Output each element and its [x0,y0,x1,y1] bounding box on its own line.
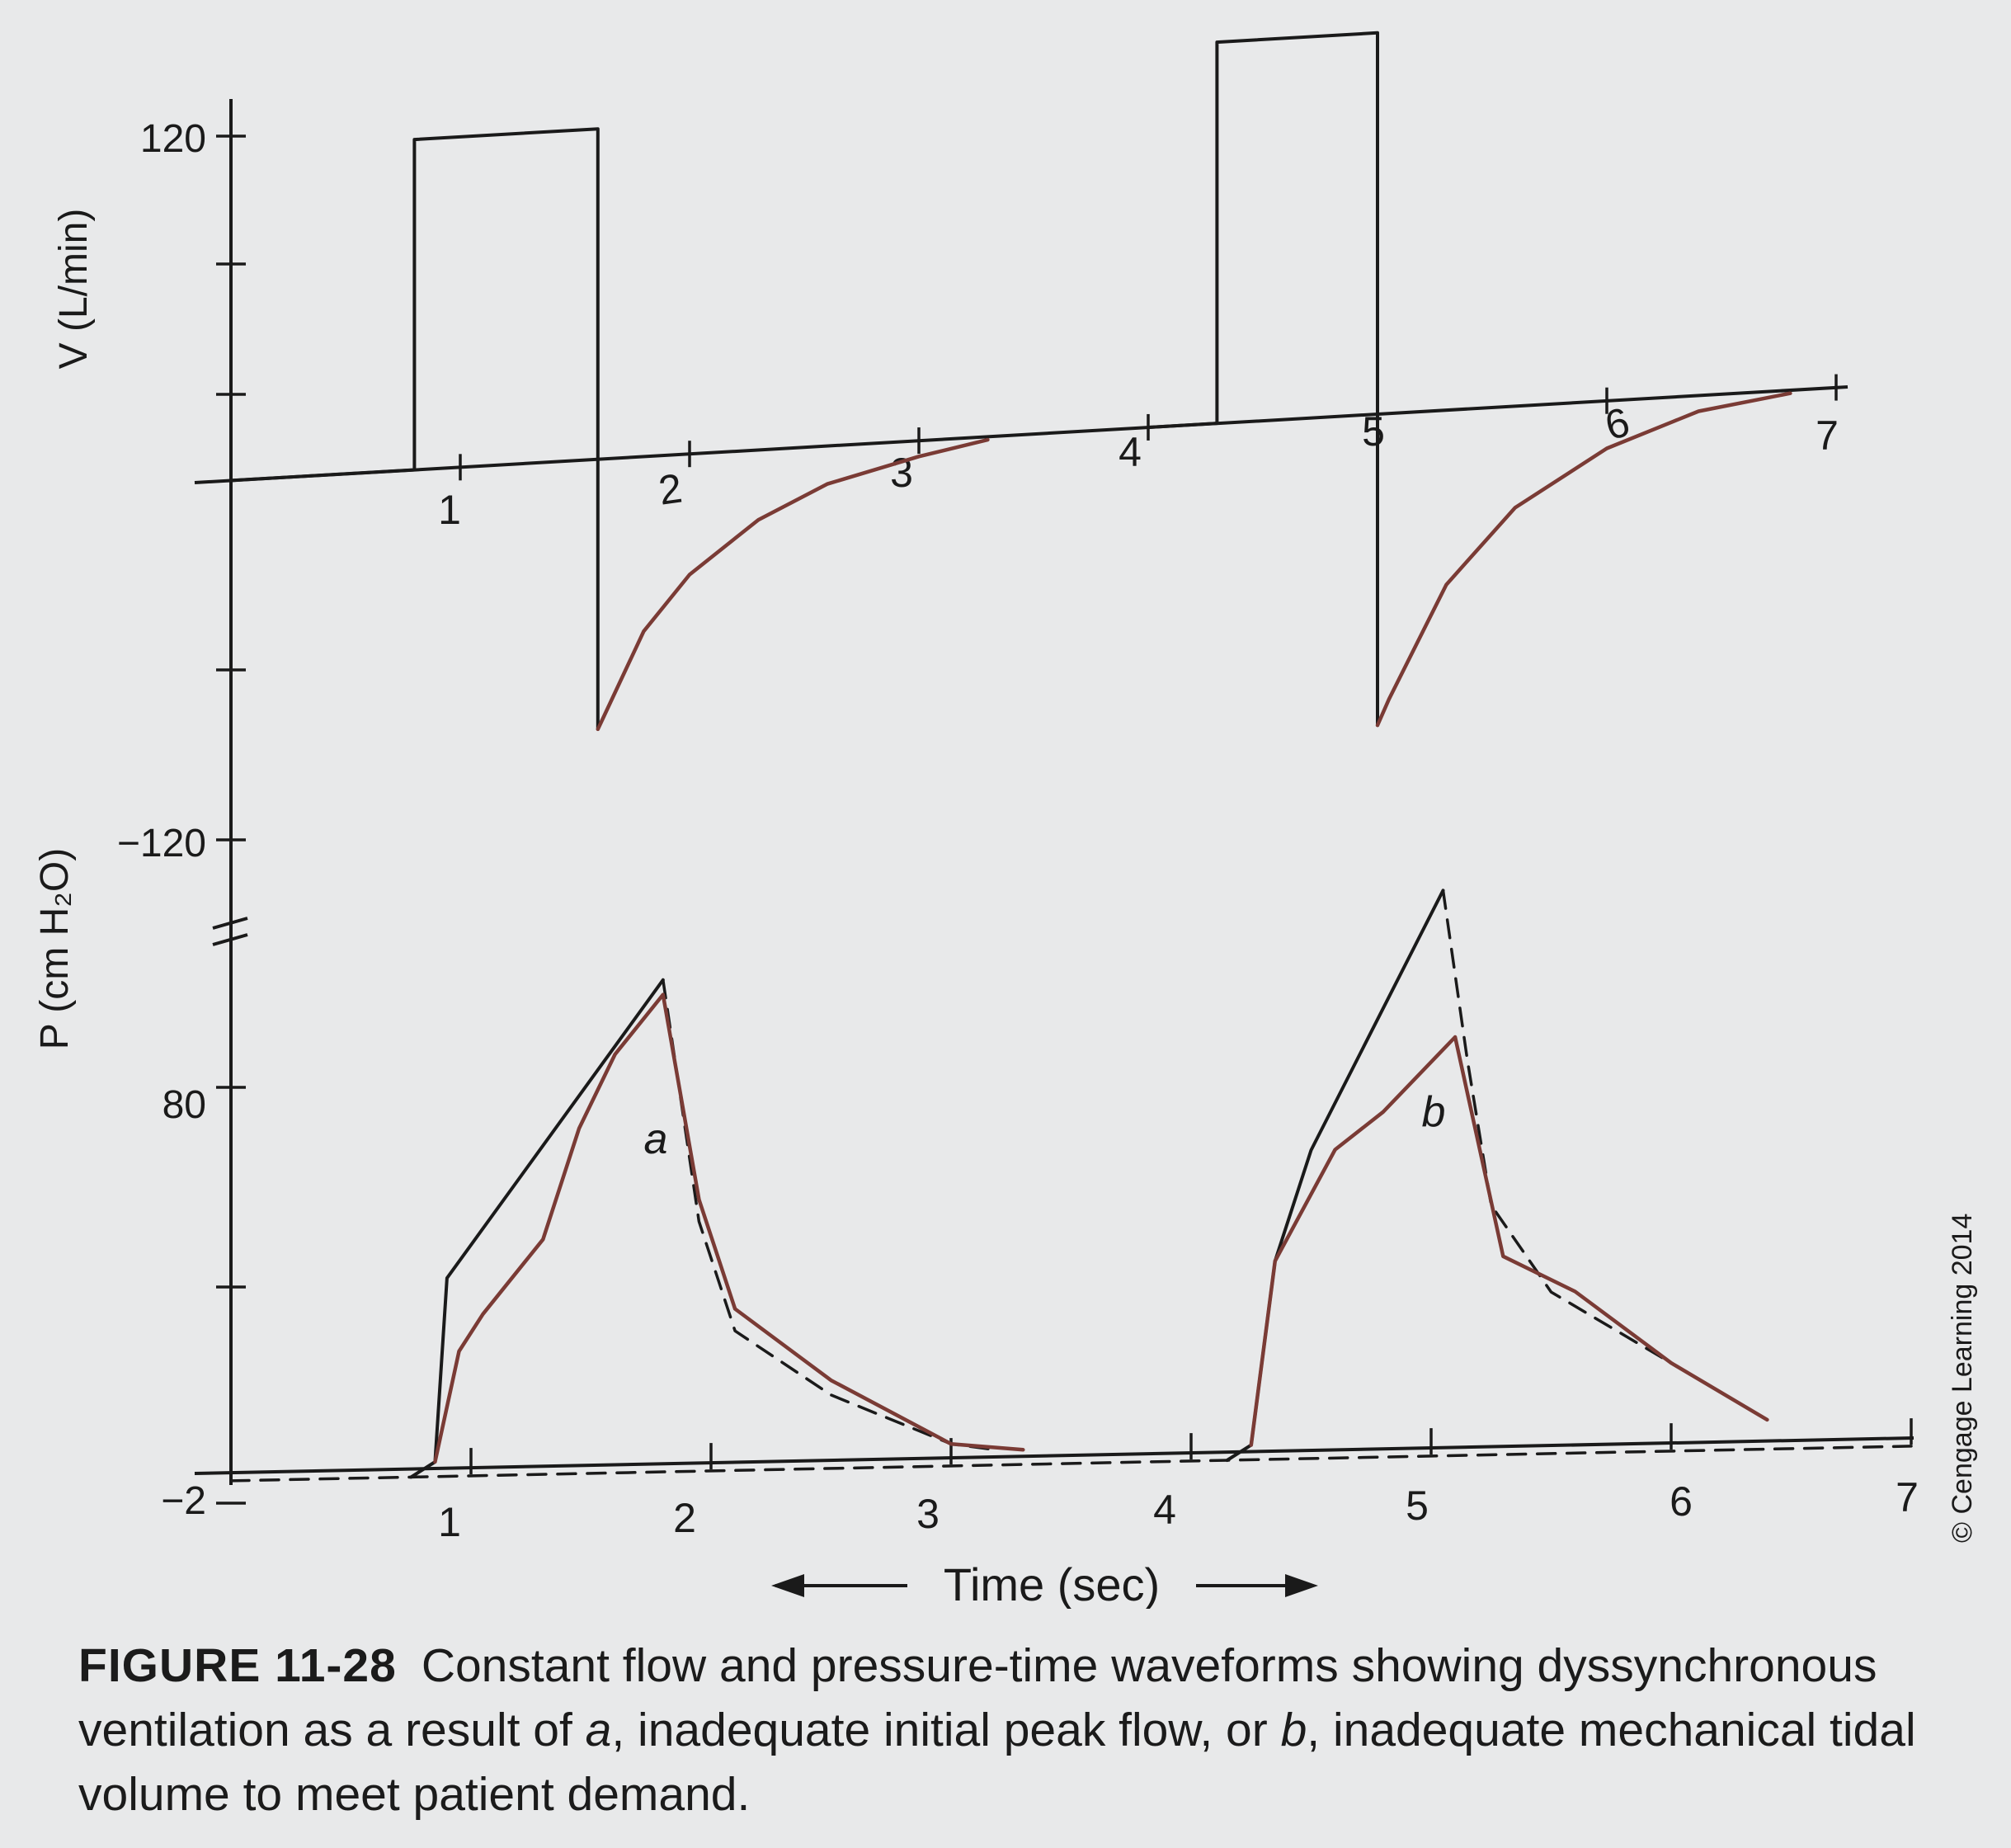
pressure-x-tick-4: 4 [1153,1487,1176,1533]
pressure-baseline [194,1436,1914,1475]
pressure-x-tick-1: 1 [438,1499,461,1545]
pressure-series-patient-a [433,992,1025,1464]
pressure-x-tick-6: 6 [1670,1478,1693,1525]
pressure-baseline-dashed [229,1445,1913,1483]
caption-text-1: Constant flow and pressure-time waveform… [78,1639,1877,1756]
waveform-chart: 120 −120 80 −2 V (L/min) P (cm H₂O) 1 2 … [33,31,1919,1609]
flow-x-tick-4: 4 [1119,429,1142,475]
flow-series-exhale-1 [596,437,990,732]
pressure-x-tick-3: 3 [916,1491,940,1537]
pressure-x-tick-7: 7 [1896,1474,1919,1520]
axis-break-2 [212,933,248,946]
pressure-y-tick-neg2: −2 [161,1479,206,1523]
flow-x-tick-5: 5 [1362,408,1385,455]
flow-x-tick-7: 7 [1816,412,1839,459]
pressure-x-tick-labels: 1 2 3 4 5 6 7 [438,1474,1919,1545]
pressure-y-axis-label: P (cm H₂O) [33,848,77,1049]
flow-baseline [194,385,1849,484]
axis-break-1 [212,917,248,930]
flow-series-breath-1 [229,127,600,731]
flow-series-breath-2 [1147,31,1379,728]
flow-y-tick-120: 120 [140,117,206,161]
flow-y-axis-label: V (L/min) [52,209,96,370]
flow-x-tick-1: 1 [438,487,461,533]
flow-y-tick-neg120: −120 [117,822,206,865]
caption-text-2: , inadequate initial peak flow, or [611,1704,1281,1756]
caption-b: b [1280,1704,1307,1756]
tick-marks [216,134,1913,1505]
pressure-x-tick-2: 2 [673,1495,696,1541]
axes [194,99,1914,1485]
copyright-notice: © Cengage Learning 2014 [1947,1213,1978,1543]
flow-x-tick-2: 2 [656,465,685,514]
caption-text-3: , inadequate mechanical tidal volume to … [78,1704,1916,1821]
pressure-x-tick-5: 5 [1406,1483,1429,1529]
figure-label: FIGURE 11-28 [78,1639,397,1692]
time-left-arrowhead-icon [771,1574,804,1597]
flow-x-tick-3: 3 [890,450,913,496]
flow-series-exhale-2 [1375,391,1792,728]
pressure-series-dashed-b [1441,889,1769,1421]
pressure-series-patient-b [1249,1035,1769,1447]
figure-caption: FIGURE 11-28 Constant flow and pressure-t… [78,1634,1976,1827]
pressure-series-ideal-1 [409,978,665,1479]
flow-x-tick-labels: 1 2 3 4 5 6 7 [438,398,1839,533]
caption-a: a [585,1704,612,1756]
annotation-a: a [644,1115,668,1163]
time-right-arrowhead-icon [1285,1574,1318,1597]
series-layer [229,31,1913,1483]
time-axis-label: Time (sec) [944,1558,1160,1609]
annotation-b: b [1422,1088,1446,1136]
flow-x-tick-6: 6 [1600,398,1634,449]
time-axis-label-group: Time (sec) [771,1558,1318,1609]
pressure-y-tick-80: 80 [162,1083,206,1127]
